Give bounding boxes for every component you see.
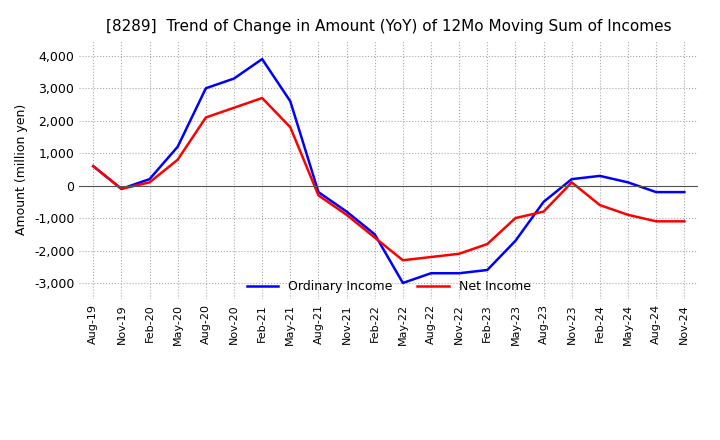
Net Income xyxy=(258,95,266,101)
Line: Ordinary Income: Ordinary Income xyxy=(94,59,684,283)
Net Income xyxy=(652,219,660,224)
Net Income xyxy=(567,180,576,185)
Ordinary Income xyxy=(145,176,154,182)
Net Income xyxy=(455,251,464,257)
Ordinary Income xyxy=(680,190,688,195)
Net Income xyxy=(145,180,154,185)
Ordinary Income xyxy=(342,209,351,214)
Ordinary Income xyxy=(314,190,323,195)
Title: [8289]  Trend of Change in Amount (YoY) of 12Mo Moving Sum of Incomes: [8289] Trend of Change in Amount (YoY) o… xyxy=(106,19,672,34)
Ordinary Income xyxy=(89,164,98,169)
Ordinary Income xyxy=(455,271,464,276)
Net Income xyxy=(230,105,238,110)
Net Income xyxy=(174,157,182,162)
Ordinary Income xyxy=(399,280,408,286)
Ordinary Income xyxy=(370,231,379,237)
Ordinary Income xyxy=(652,190,660,195)
Legend: Ordinary Income, Net Income: Ordinary Income, Net Income xyxy=(242,275,536,298)
Net Income xyxy=(370,235,379,240)
Net Income xyxy=(89,164,98,169)
Net Income xyxy=(624,212,632,217)
Net Income xyxy=(342,212,351,217)
Line: Net Income: Net Income xyxy=(94,98,684,260)
Net Income xyxy=(680,219,688,224)
Net Income xyxy=(595,202,604,208)
Ordinary Income xyxy=(174,144,182,149)
Ordinary Income xyxy=(624,180,632,185)
Ordinary Income xyxy=(595,173,604,179)
Net Income xyxy=(286,125,294,130)
Net Income xyxy=(483,242,492,247)
Ordinary Income xyxy=(539,199,548,205)
Ordinary Income xyxy=(286,99,294,104)
Ordinary Income xyxy=(230,76,238,81)
Net Income xyxy=(117,186,126,191)
Net Income xyxy=(539,209,548,214)
Ordinary Income xyxy=(511,238,520,243)
Ordinary Income xyxy=(567,176,576,182)
Net Income xyxy=(427,254,436,260)
Y-axis label: Amount (million yen): Amount (million yen) xyxy=(15,104,28,235)
Ordinary Income xyxy=(483,268,492,273)
Net Income xyxy=(511,216,520,221)
Ordinary Income xyxy=(202,86,210,91)
Net Income xyxy=(314,193,323,198)
Ordinary Income xyxy=(427,271,436,276)
Net Income xyxy=(202,115,210,120)
Net Income xyxy=(399,258,408,263)
Ordinary Income xyxy=(117,186,126,191)
Ordinary Income xyxy=(258,56,266,62)
